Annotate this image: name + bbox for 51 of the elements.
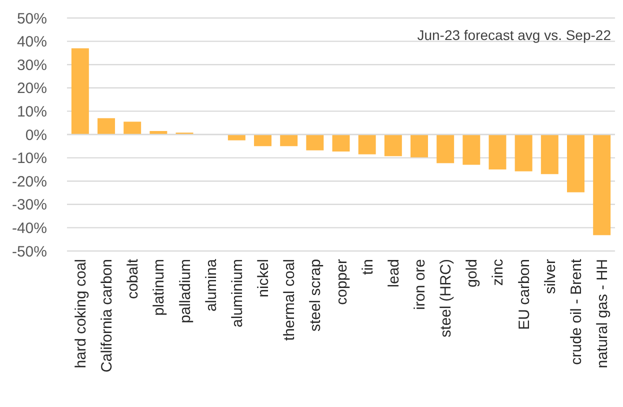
y-tick-label: 0% <box>25 126 47 144</box>
x-tick-label: steel scrap <box>307 259 324 332</box>
x-tick-label: iron ore <box>412 259 428 310</box>
x-tick-label: cobalt <box>124 258 142 300</box>
bar <box>436 134 454 164</box>
y-tick-label: 40% <box>16 34 47 51</box>
x-tick-label: aluminium <box>228 259 246 328</box>
bar <box>306 134 324 150</box>
bar <box>462 134 480 165</box>
x-tick-label: steel (HRC) <box>438 259 455 338</box>
bar <box>71 48 89 134</box>
y-tick-label: -10% <box>12 150 47 168</box>
bar <box>514 134 532 172</box>
bar <box>280 134 298 146</box>
y-tick-label: -20% <box>12 173 47 190</box>
y-tick-label: -40% <box>12 220 47 237</box>
bar <box>488 134 506 170</box>
x-tick-label: platinum <box>150 259 168 316</box>
bar <box>410 134 428 158</box>
x-tick-label: California carbon <box>98 259 116 372</box>
x-tick-label: copper <box>333 259 350 305</box>
x-tick-label: crude oil - Brent <box>568 258 585 365</box>
x-tick-label: gold <box>464 259 481 288</box>
bar <box>228 134 246 140</box>
bar <box>593 134 611 236</box>
y-tick-label: -50% <box>12 243 47 260</box>
x-tick-label: palladium <box>176 259 194 324</box>
y-tick-label: 10% <box>16 103 47 120</box>
y-tick-label: 50% <box>16 10 47 28</box>
bar <box>254 134 272 146</box>
bar <box>540 134 558 174</box>
bar <box>358 134 376 154</box>
annotation: Jun-23 forecast avg vs. Sep-22 <box>417 27 612 43</box>
x-tick-label: nickel <box>255 259 272 298</box>
y-tick-label: -30% <box>12 196 47 214</box>
x-tick-label: EU carbon <box>516 259 533 330</box>
y-tick-label: 20% <box>16 80 47 98</box>
bar <box>124 122 142 134</box>
x-tick-label: tin <box>359 259 376 275</box>
x-tick-label: alumina <box>202 258 220 312</box>
bar <box>98 118 115 134</box>
bar <box>332 134 350 152</box>
x-tick-label: thermal coal <box>281 259 298 341</box>
bar <box>567 134 584 192</box>
bar <box>384 134 402 156</box>
x-tick-label: zinc <box>490 258 507 286</box>
x-tick-label: hard coking coal <box>72 259 90 368</box>
x-tick-label: silver <box>542 259 559 294</box>
x-tick-label: lead <box>385 259 402 288</box>
y-tick-label: 30% <box>16 56 47 74</box>
x-tick-label: natural gas - HH <box>594 259 612 368</box>
